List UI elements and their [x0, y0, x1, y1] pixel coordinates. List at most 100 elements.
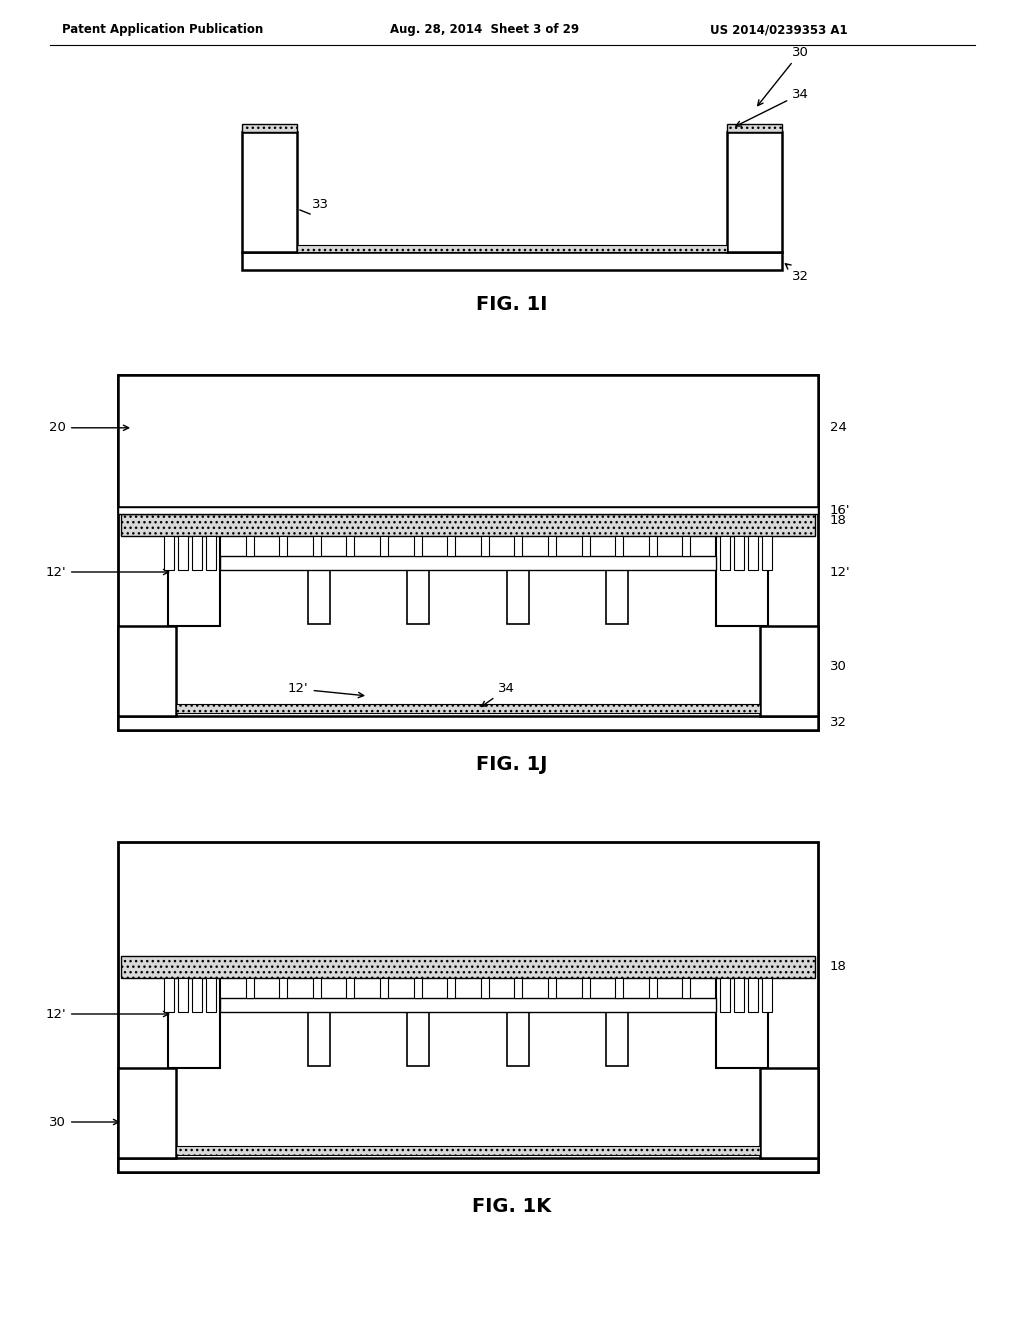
Text: 16': 16'	[830, 504, 851, 517]
Bar	[548, 978, 556, 998]
Text: 24: 24	[830, 421, 847, 434]
Bar	[168, 536, 220, 626]
Bar	[514, 536, 522, 556]
Bar	[118, 842, 818, 1172]
Bar	[178, 978, 188, 1012]
Bar	[242, 124, 297, 132]
Bar	[118, 1158, 818, 1172]
Bar	[220, 998, 716, 1012]
Bar	[649, 978, 656, 998]
Text: 12': 12'	[830, 565, 851, 578]
Bar	[727, 124, 782, 132]
Text: 34: 34	[736, 87, 809, 127]
Bar	[280, 978, 287, 998]
Bar	[734, 978, 744, 1012]
Bar	[121, 956, 815, 978]
Bar	[280, 536, 287, 556]
Bar	[748, 536, 758, 570]
Bar	[308, 1011, 330, 1067]
Text: 34: 34	[481, 682, 515, 706]
Bar	[308, 569, 330, 624]
Bar	[727, 132, 782, 252]
Bar	[716, 978, 768, 1068]
Bar	[481, 978, 488, 998]
Text: 12': 12'	[288, 682, 364, 698]
Bar	[615, 536, 624, 556]
Text: 18: 18	[830, 961, 847, 974]
Bar	[582, 536, 590, 556]
Bar	[118, 715, 818, 730]
Bar	[118, 507, 818, 513]
Bar	[720, 536, 730, 570]
Bar	[720, 978, 730, 1012]
Bar	[246, 978, 254, 998]
Bar	[346, 978, 354, 998]
Bar	[408, 569, 429, 624]
Bar	[582, 978, 590, 998]
Text: Patent Application Publication: Patent Application Publication	[62, 24, 263, 37]
Text: 33: 33	[312, 198, 329, 210]
Bar	[606, 569, 628, 624]
Bar	[514, 978, 522, 998]
Text: FIG. 1K: FIG. 1K	[472, 1197, 552, 1217]
Bar	[716, 536, 768, 626]
Text: FIG. 1I: FIG. 1I	[476, 296, 548, 314]
Bar	[682, 536, 690, 556]
Text: 20: 20	[49, 421, 129, 434]
Text: 30: 30	[830, 660, 847, 673]
Bar	[118, 626, 176, 715]
Bar	[734, 536, 744, 570]
Bar	[447, 536, 456, 556]
Text: US 2014/0239353 A1: US 2014/0239353 A1	[710, 24, 848, 37]
Text: 18: 18	[830, 515, 847, 528]
Bar	[408, 1011, 429, 1067]
Bar	[118, 375, 818, 507]
Bar	[118, 1068, 176, 1158]
Bar	[380, 978, 388, 998]
Text: FIG. 1J: FIG. 1J	[476, 755, 548, 775]
Bar	[414, 536, 422, 556]
Bar	[615, 978, 624, 998]
Bar	[206, 978, 216, 1012]
Bar	[507, 569, 528, 624]
Bar	[762, 536, 772, 570]
Bar	[193, 536, 202, 570]
Text: 30: 30	[758, 45, 809, 106]
Bar	[312, 978, 321, 998]
Bar	[760, 1068, 818, 1158]
Bar	[760, 626, 818, 715]
Bar	[346, 536, 354, 556]
Bar	[242, 252, 782, 271]
Bar	[481, 536, 488, 556]
Bar	[176, 1146, 760, 1155]
Text: 12': 12'	[45, 1007, 169, 1020]
Bar	[164, 978, 174, 1012]
Bar	[193, 978, 202, 1012]
Bar	[206, 536, 216, 570]
Bar	[168, 978, 220, 1068]
Bar	[507, 1011, 528, 1067]
Bar	[164, 536, 174, 570]
Bar	[312, 536, 321, 556]
Bar	[414, 978, 422, 998]
Bar	[242, 132, 297, 252]
Bar	[748, 978, 758, 1012]
Bar	[548, 536, 556, 556]
Bar	[297, 246, 727, 252]
Text: 32: 32	[785, 264, 809, 282]
Bar	[176, 704, 760, 713]
Bar	[682, 978, 690, 998]
Text: 30: 30	[49, 1115, 119, 1129]
Bar	[380, 536, 388, 556]
Text: 32: 32	[830, 717, 847, 730]
Bar	[606, 1011, 628, 1067]
Text: 12': 12'	[45, 565, 169, 578]
Bar	[220, 556, 716, 570]
Bar	[118, 375, 818, 730]
Bar	[649, 536, 656, 556]
Bar	[447, 978, 456, 998]
Bar	[178, 536, 188, 570]
Text: Aug. 28, 2014  Sheet 3 of 29: Aug. 28, 2014 Sheet 3 of 29	[390, 24, 580, 37]
Bar	[121, 513, 815, 536]
Bar	[762, 978, 772, 1012]
